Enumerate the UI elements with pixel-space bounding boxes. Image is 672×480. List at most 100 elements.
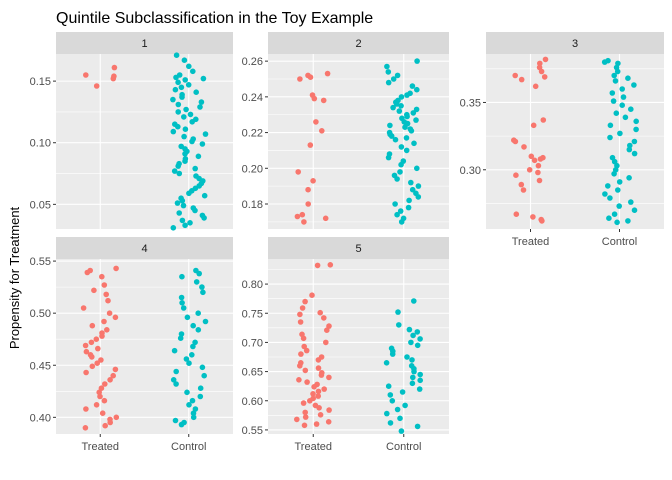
- data-point-treated: [99, 410, 106, 417]
- data-point-treated: [297, 363, 303, 369]
- y-tick-label: 0.20: [242, 163, 263, 175]
- data-point-control: [171, 347, 178, 354]
- data-point-control: [390, 104, 396, 111]
- data-point-control: [190, 410, 197, 417]
- data-point-control: [616, 203, 622, 209]
- data-point-control: [190, 68, 196, 75]
- data-point-control: [620, 94, 627, 100]
- facet-panel-2: 2 0.18 0.20 0.22 0.24 0.26: [242, 32, 449, 229]
- data-point-treated: [107, 419, 113, 426]
- data-point-treated: [326, 374, 332, 381]
- facet-strip-label: 2: [355, 38, 361, 50]
- data-point-treated: [324, 327, 330, 334]
- y-tick-label: 0.10: [30, 138, 51, 150]
- data-point-control: [189, 352, 195, 358]
- data-point-control: [201, 192, 208, 199]
- data-point-control: [175, 101, 182, 108]
- data-point-control: [176, 170, 183, 177]
- data-point-control: [615, 187, 621, 193]
- data-point-treated: [520, 187, 527, 193]
- panel-background: [268, 54, 449, 229]
- data-point-control: [394, 211, 400, 218]
- data-point-control: [601, 59, 608, 65]
- data-point-control: [607, 134, 613, 141]
- data-point-control: [178, 294, 185, 301]
- x-tick-label: Treated: [294, 441, 332, 453]
- x-tick-label: Control: [171, 441, 206, 453]
- data-point-treated: [307, 398, 313, 404]
- data-point-treated: [310, 178, 316, 184]
- panel-background: [268, 259, 449, 434]
- data-point-control: [414, 58, 420, 64]
- data-point-treated: [512, 138, 519, 145]
- data-point-treated: [315, 388, 322, 395]
- data-point-control: [180, 202, 187, 209]
- data-point-control: [403, 147, 410, 154]
- data-point-control: [179, 217, 186, 224]
- data-point-treated: [326, 407, 332, 413]
- data-point-control: [408, 128, 415, 134]
- facet-strip-label: 3: [572, 38, 578, 50]
- data-point-control: [619, 102, 625, 108]
- data-point-treated: [88, 339, 95, 346]
- data-point-treated: [104, 327, 110, 333]
- x-tick-label: Treated: [512, 236, 550, 248]
- data-point-control: [192, 207, 198, 214]
- data-point-control: [414, 329, 421, 335]
- data-point-control: [186, 190, 192, 197]
- data-point-treated: [537, 156, 544, 162]
- data-point-treated: [296, 377, 302, 383]
- data-point-control: [398, 219, 405, 225]
- data-point-control: [394, 176, 400, 182]
- data-point-treated: [513, 172, 519, 178]
- data-point-treated: [98, 357, 104, 363]
- data-point-control: [616, 179, 623, 185]
- data-point-control: [195, 153, 202, 160]
- data-point-control: [417, 336, 423, 342]
- data-point-control: [408, 179, 414, 186]
- data-point-treated: [101, 282, 108, 288]
- data-point-treated: [82, 425, 89, 431]
- data-point-control: [392, 201, 398, 207]
- data-point-treated: [305, 186, 311, 193]
- data-point-treated: [297, 311, 303, 318]
- data-point-treated: [318, 372, 325, 378]
- data-point-treated: [302, 298, 308, 305]
- data-point-control: [602, 191, 608, 197]
- data-point-control: [631, 138, 638, 145]
- data-point-treated: [294, 416, 300, 423]
- data-point-control: [384, 410, 390, 417]
- y-tick-label: 0.50: [30, 308, 51, 320]
- data-point-treated: [535, 162, 542, 169]
- y-tick-label: 0.55: [30, 256, 51, 268]
- data-point-control: [397, 415, 403, 422]
- data-point-treated: [91, 287, 97, 294]
- data-point-control: [388, 133, 395, 139]
- data-point-control: [175, 123, 181, 130]
- data-point-control: [383, 360, 390, 366]
- data-point-control: [631, 207, 638, 213]
- data-point-control: [612, 78, 619, 84]
- data-point-treated: [311, 95, 318, 102]
- data-point-control: [631, 150, 638, 157]
- data-point-control: [179, 94, 185, 100]
- data-point-treated: [111, 64, 118, 71]
- data-point-control: [384, 63, 390, 70]
- data-point-treated: [307, 74, 314, 80]
- data-point-control: [173, 381, 179, 387]
- data-point-treated: [294, 213, 301, 220]
- data-point-control: [394, 72, 401, 79]
- data-point-treated: [300, 335, 307, 342]
- data-point-treated: [530, 214, 536, 220]
- data-point-treated: [112, 366, 119, 373]
- data-point-treated: [83, 406, 89, 412]
- data-point-treated: [315, 365, 322, 371]
- data-point-treated: [83, 72, 89, 78]
- y-tick-label: 0.18: [242, 199, 263, 211]
- data-point-treated: [540, 117, 547, 123]
- data-point-control: [170, 225, 177, 231]
- data-point-control: [177, 335, 184, 342]
- data-point-treated: [521, 144, 527, 150]
- data-point-treated: [102, 422, 108, 429]
- y-tick-label: 0.30: [460, 165, 481, 177]
